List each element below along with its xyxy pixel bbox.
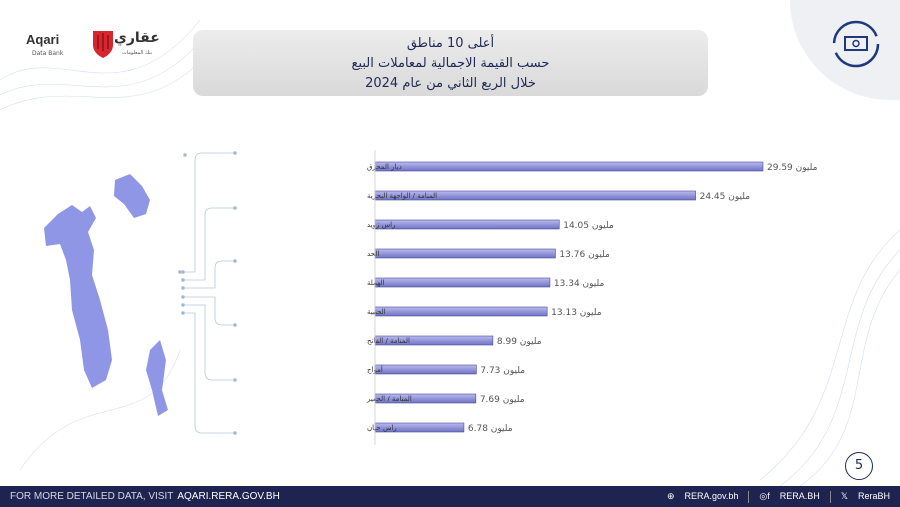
logo-en: Aqari: [26, 32, 60, 47]
data-label: 13.34 مليون: [554, 279, 605, 289]
data-label: 14.05 مليون: [563, 221, 614, 231]
data-label: 29.59 مليون: [767, 163, 818, 173]
connector-dot: [181, 286, 185, 290]
data-label: 6.78 مليون: [468, 424, 513, 434]
title-line-2: حسب القيمة الاجمالية لمعاملات البيع: [351, 56, 550, 71]
footer-text: FOR MORE DETAILED DATA, VISIT: [10, 491, 174, 502]
x-link[interactable]: ReraBH: [857, 490, 890, 501]
category-label: المنامة / الواجهة البحرية: [367, 192, 437, 200]
connector-dot: [183, 153, 187, 157]
bar: [374, 306, 548, 317]
data-label: 24.45 مليون: [700, 192, 751, 202]
bahrain-map: [44, 174, 168, 416]
footer-link[interactable]: AQARI.RERA.GOV.BH: [177, 491, 280, 502]
bar-chart: ديار المحرق 29.59 مليون المنامة / الواجهة …: [44, 150, 818, 445]
globe-icon: ⊕: [666, 490, 675, 501]
divider: [748, 490, 750, 503]
divider: [829, 490, 831, 503]
bar: [374, 277, 551, 288]
x-icon: 𝕏: [840, 490, 848, 501]
shield-icon: [93, 31, 113, 58]
cash-refresh-icon: [832, 20, 880, 68]
connector-line: [183, 296, 235, 326]
category-label: راس حيان: [367, 424, 397, 432]
bar: [374, 364, 477, 375]
category-label: الهملة: [367, 279, 384, 287]
page-number: 5: [845, 452, 873, 480]
social-link[interactable]: RERA.BH: [779, 490, 820, 501]
bar: [374, 161, 764, 172]
connector-dot: [181, 278, 185, 282]
data-label: 7.73 مليون: [480, 366, 525, 376]
connector-dot: [181, 295, 185, 299]
connector-dot: [233, 378, 237, 382]
instagram-facebook-icon: ◎f: [759, 490, 770, 501]
logo-ar: عقاري: [114, 30, 160, 46]
connector-dot: [181, 311, 185, 315]
category-label: ديار المحرق: [367, 163, 402, 171]
title-line-1: أعلى 10 مناطق: [406, 36, 495, 51]
footer: FOR MORE DETAILED DATA, VISIT AQARI.RERA…: [0, 486, 900, 507]
category-label: الجنبية: [367, 308, 386, 316]
connector-dot: [178, 270, 182, 274]
connector-line: [183, 304, 235, 381]
category-label: المنامة / الفاتح: [367, 337, 410, 345]
bar: [374, 248, 556, 259]
connector-dot: [233, 259, 237, 263]
connector-dot: [181, 270, 185, 274]
connector-line: [183, 312, 235, 434]
connector-dot: [233, 323, 237, 327]
data-label: 7.69 مليون: [480, 395, 525, 405]
logo-sub-ar: بنك المعلومات: [122, 50, 153, 56]
data-label: 13.76 مليون: [559, 250, 610, 260]
connector-line: [183, 207, 235, 281]
connector-dot: [181, 303, 185, 307]
aqari-logo: Aqari Data Bank عقاري بنك المعلومات: [22, 28, 162, 64]
category-label: الحد: [367, 250, 379, 258]
logo-sub-en: Data Bank: [32, 50, 64, 57]
bar: [374, 219, 560, 230]
website-link[interactable]: RERA.gov.bh: [684, 490, 739, 501]
connector-line: [183, 260, 235, 289]
category-label: راس زويد: [367, 221, 395, 229]
connector-dot: [233, 431, 237, 435]
connector-dot: [233, 206, 237, 210]
data-label: 13.13 مليون: [551, 308, 602, 318]
category-label: المنامة / الجفير: [366, 395, 412, 403]
chart-title: أعلى 10 مناطق حسب القيمة الاجمالية لمعام…: [193, 30, 708, 96]
connector-dot: [233, 151, 237, 155]
connector-line: [183, 152, 235, 273]
data-label: 8.99 مليون: [497, 337, 542, 347]
title-line-3: خلال الربع الثاني من عام 2024: [365, 76, 536, 91]
